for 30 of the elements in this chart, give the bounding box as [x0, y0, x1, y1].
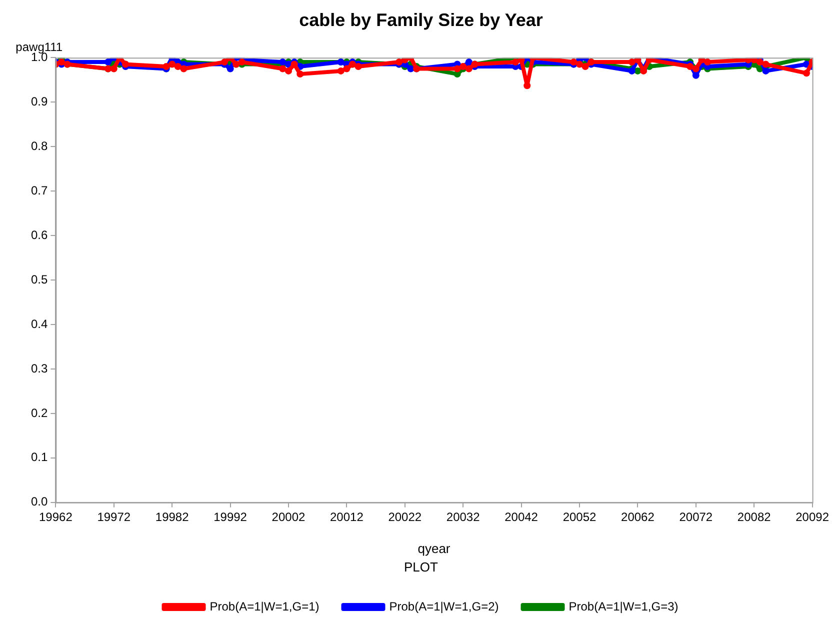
x-tick-label: 19972 [97, 510, 131, 524]
y-tick-label: 0.4 [30, 316, 48, 331]
x-tick-label: 19992 [214, 510, 248, 524]
legend-label: Prob(A=1|W=1,G=3) [568, 599, 678, 614]
x-tick-label: 20042 [504, 510, 538, 524]
legend-label: Prob(A=1|W=1,G=1) [210, 599, 320, 614]
y-tick-label: 0.1 [30, 450, 48, 464]
x-axis-title: qyear [418, 541, 451, 556]
y-tick-label: 0.8 [30, 138, 48, 153]
x-tick-label: 20032 [446, 510, 480, 524]
y-tick-label: 0.5 [30, 272, 48, 286]
x-tick-label: 20062 [621, 510, 655, 524]
y-tick-label: 0.9 [30, 94, 48, 108]
y-tick-label: 0.6 [30, 228, 48, 242]
x-tick-label: 20022 [388, 510, 422, 524]
x-tick-label: 19982 [155, 510, 190, 524]
y-tick-label: 0.2 [30, 406, 48, 420]
x-tick-label: 20072 [679, 510, 713, 524]
x-tick-label: 20052 [562, 510, 597, 524]
y-tick-label: 0.3 [30, 361, 48, 376]
y-tick-label: 0.7 [30, 183, 48, 198]
x-tick-label: 20082 [737, 510, 772, 524]
x-tick-label: 19962 [38, 510, 73, 524]
x-tick-label: 20012 [330, 510, 364, 524]
y-tick-label: 0.0 [30, 494, 48, 509]
legend-label: Prob(A=1|W=1,G=2) [389, 599, 499, 614]
x-tick-label: 20002 [272, 510, 306, 524]
legend-title: PLOT [404, 559, 438, 574]
x-tick-label: 20092 [796, 510, 830, 524]
chart-title: cable by Family Size by Year [299, 10, 543, 30]
